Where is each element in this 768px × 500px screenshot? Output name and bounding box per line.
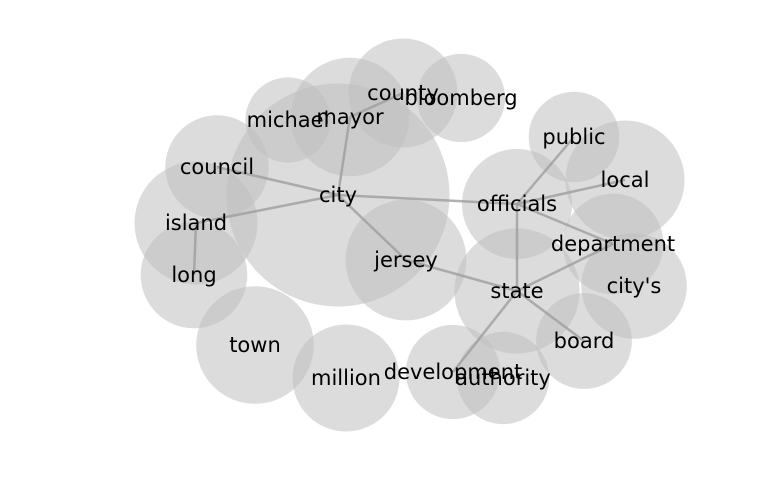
node-label-officials: officials	[477, 192, 557, 216]
edge-city-council	[216, 165, 339, 197]
node-label-long: long	[171, 263, 216, 287]
node-label-council: council	[180, 155, 254, 179]
node-label-state: state	[490, 279, 543, 303]
node-label-development: development	[384, 360, 523, 384]
node-label-local: local	[601, 168, 650, 192]
node-label-authority: authority	[455, 366, 551, 390]
node-label-jersey: jersey	[373, 248, 438, 272]
node-bubble-town	[196, 286, 314, 404]
node-label-million: million	[311, 366, 381, 390]
node-label-bloomberg: bloomberg	[404, 86, 517, 110]
node-label-county: county	[367, 81, 439, 105]
edge-officials-public	[516, 136, 575, 205]
node-bubble-authority	[456, 331, 550, 425]
node-label-public: public	[542, 125, 605, 149]
node-bubble-michael	[245, 77, 331, 163]
edge-state-department	[516, 242, 614, 293]
edge-jersey-state	[405, 258, 518, 293]
node-label-michael: michael	[247, 108, 330, 132]
node-bubble-million	[292, 324, 400, 432]
edge-city-island	[195, 193, 339, 225]
edge-state-board	[516, 289, 585, 343]
edge-layer	[192, 91, 626, 373]
node-label-city: city	[319, 183, 357, 207]
edge-island-long	[192, 222, 198, 276]
edge-mayor-county	[349, 91, 404, 119]
node-label-department: department	[551, 232, 675, 256]
node-label-island: island	[165, 211, 227, 235]
edge-officials-local	[516, 178, 626, 206]
node-label-board: board	[554, 329, 615, 353]
node-label-town: town	[229, 333, 281, 357]
node-label-mayor: mayor	[316, 105, 384, 129]
edge-state-development	[452, 290, 518, 373]
edge-city-jersey	[337, 194, 407, 261]
node-label-citys: city's	[607, 274, 662, 298]
node-bubble-bloomberg	[416, 53, 506, 143]
edge-city-officials	[337, 193, 518, 206]
edge-officials-department	[516, 202, 614, 246]
edge-city-mayor	[336, 116, 352, 196]
